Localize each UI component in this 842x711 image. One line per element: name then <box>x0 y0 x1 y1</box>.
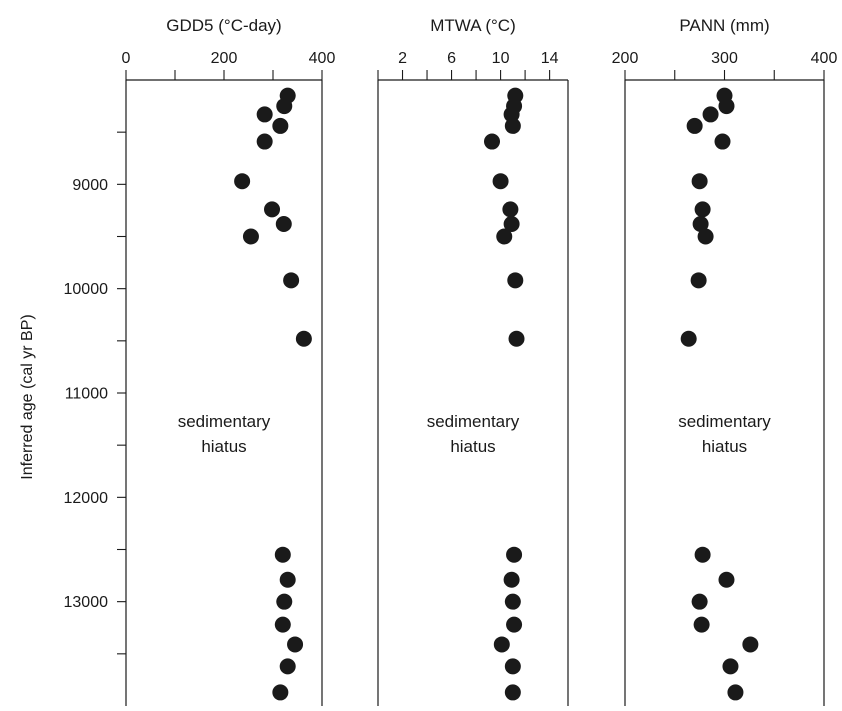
gdd5-x-tick-label: 0 <box>122 50 131 67</box>
pann-data-point <box>718 98 735 115</box>
gdd5-data-point <box>279 571 296 588</box>
mtwa-data-point <box>504 684 521 701</box>
mtwa-data-point <box>484 133 500 150</box>
y-tick-label: 10000 <box>64 281 109 298</box>
y-tick-label: 12000 <box>64 490 109 507</box>
gdd5-data-point <box>276 593 293 610</box>
gdd5-data-point <box>276 98 293 115</box>
gdd5-data-point <box>287 636 304 653</box>
pann-data-point <box>692 215 709 232</box>
mtwa-data-point <box>496 228 513 245</box>
mtwa-data-point <box>506 616 523 633</box>
gdd5-x-tick-label: 400 <box>309 50 336 67</box>
mtwa-data-point <box>504 593 521 610</box>
gdd5-data-point <box>274 616 291 633</box>
y-tick-label: 11000 <box>65 386 108 403</box>
mtwa-panel: MTWA (°C) 2 6 10 14 sedimentary hiatus <box>377 16 569 706</box>
mtwa-annotation: sedimentary <box>427 412 520 431</box>
mtwa-x-tick-label: 6 <box>447 50 456 67</box>
pann-data-point <box>718 571 735 588</box>
mtwa-data-point <box>504 117 521 134</box>
mtwa-data-point <box>503 215 520 232</box>
pann-panel-title: PANN (mm) <box>679 16 769 35</box>
mtwa-data-point <box>507 272 524 289</box>
gdd5-data-point <box>256 133 273 150</box>
pann-data-point <box>702 106 719 123</box>
gdd5-annotation: hiatus <box>201 437 246 456</box>
gdd5-data-point <box>295 330 312 347</box>
pann-data-point <box>742 636 759 653</box>
pann-data-point <box>697 228 714 245</box>
gdd5-panel: GDD5 (°C-day) 0 200 400 9000 10000 11000 12000 1… <box>64 16 336 706</box>
mtwa-data-point <box>503 571 520 588</box>
pann-x-tick-label: 200 <box>612 50 639 67</box>
gdd5-x-tick-label: 200 <box>211 50 238 67</box>
gdd5-data-point <box>256 106 273 123</box>
pann-data-point <box>694 201 711 218</box>
gdd5-data-point <box>272 684 289 701</box>
pann-data-point <box>694 546 711 563</box>
gdd5-data-point <box>272 117 289 134</box>
pann-panel: PANN (mm) 200 300 400 sedimentary hiatus <box>612 16 838 706</box>
mtwa-x-tick-label: 10 <box>492 50 510 67</box>
pann-annotation: sedimentary <box>678 412 771 431</box>
pann-x-tick-label: 400 <box>811 50 838 67</box>
gdd5-data-point <box>264 201 281 218</box>
mtwa-data-point <box>493 636 510 653</box>
gdd5-annotation: sedimentary <box>178 412 271 431</box>
gdd5-data-point <box>242 228 259 245</box>
pann-data-point <box>722 658 739 675</box>
gdd5-data-point <box>275 215 292 232</box>
mtwa-data-point <box>506 546 523 563</box>
gdd5-panel-title: GDD5 (°C-day) <box>166 16 281 35</box>
mtwa-data-point <box>502 201 519 218</box>
mtwa-data-point <box>508 330 525 347</box>
mtwa-panel-title: MTWA (°C) <box>430 16 515 35</box>
gdd5-data-point <box>234 173 251 190</box>
y-tick-label: 13000 <box>64 594 109 611</box>
pann-data-point <box>690 272 707 289</box>
pann-data-point <box>727 684 744 701</box>
y-tick-label: 9000 <box>72 177 108 194</box>
gdd5-data-point <box>279 658 296 675</box>
pann-data-point <box>686 117 703 134</box>
mtwa-data-point <box>504 658 521 675</box>
pann-data-point <box>714 133 731 150</box>
mtwa-x-tick-label: 14 <box>541 50 559 67</box>
gdd5-data-point <box>274 546 291 563</box>
gdd5-data-point <box>283 272 300 289</box>
pann-data-point <box>693 616 710 633</box>
pann-data-point <box>680 330 697 347</box>
pann-data-point <box>691 173 708 190</box>
pann-x-tick-label: 300 <box>711 50 738 67</box>
mtwa-x-tick-label: 2 <box>398 50 407 67</box>
mtwa-data-point <box>492 173 509 190</box>
pann-data-point <box>691 593 708 610</box>
mtwa-annotation: hiatus <box>450 437 495 456</box>
pann-annotation: hiatus <box>702 437 747 456</box>
y-axis-title: Inferred age (cal yr BP) <box>19 314 36 479</box>
